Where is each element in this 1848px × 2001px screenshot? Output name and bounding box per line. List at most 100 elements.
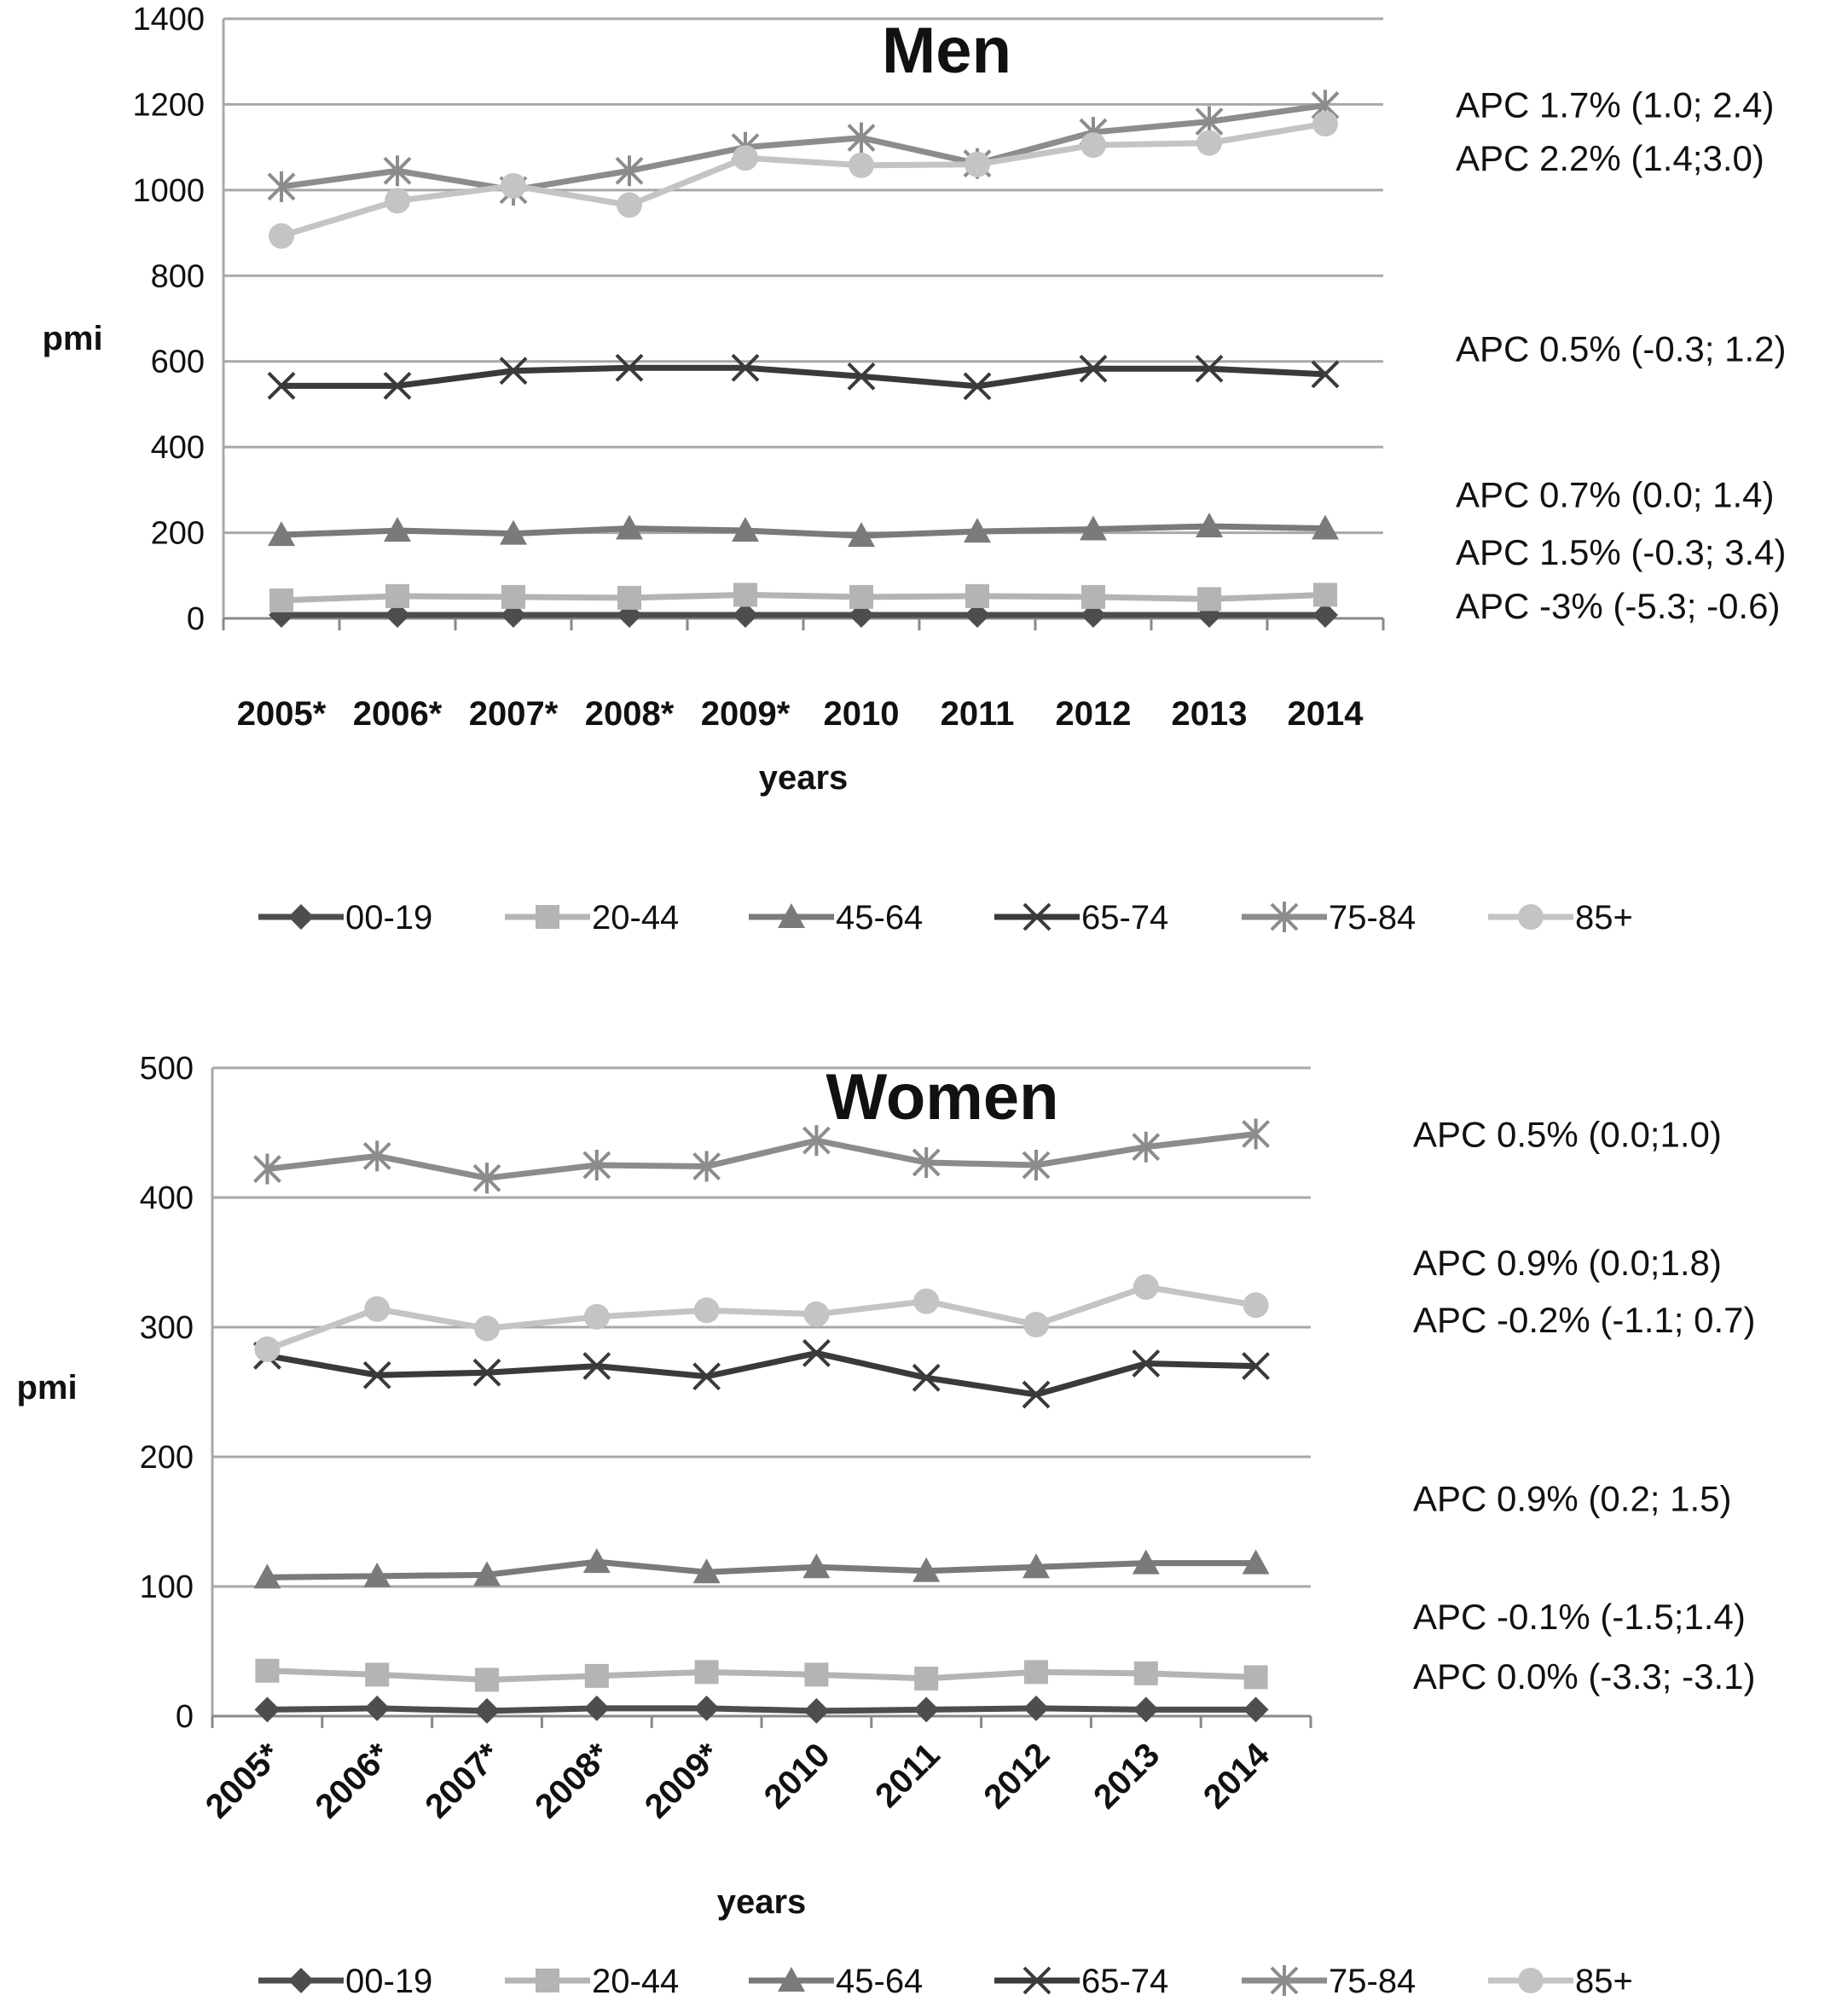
x-tick-label: 2005* (199, 1736, 288, 1825)
legend-marker (288, 904, 314, 930)
series-line (267, 1705, 1256, 1714)
data-point (912, 1363, 941, 1392)
data-point (847, 122, 876, 154)
data-point (912, 1557, 941, 1582)
series-line (281, 364, 1326, 390)
x-tick-label: 2010 (757, 1736, 837, 1816)
y-tick-label: 100 (140, 1569, 194, 1605)
series-75-84 (267, 90, 1340, 206)
series-line (266, 1284, 1257, 1353)
x-axis-label: years (759, 759, 849, 797)
data-point (802, 1125, 831, 1157)
legend-item: 45-64 (749, 1963, 923, 2000)
data-point (963, 372, 992, 401)
legend-label: 65-74 (1081, 1963, 1168, 2000)
data-point (584, 1663, 609, 1688)
data-point (1132, 1349, 1161, 1378)
series-00-19 (254, 1695, 1269, 1724)
data-point (364, 1695, 391, 1721)
data-point (849, 584, 873, 609)
data-point (254, 1336, 281, 1362)
data-point (1022, 1553, 1050, 1579)
legend-label: 20-44 (592, 1963, 679, 2000)
data-point (912, 1146, 941, 1178)
series-line (266, 1131, 1257, 1181)
apc-annotation: APC 0.7% (0.0; 1.4) (1456, 474, 1775, 514)
y-tick-labels: 0 100 200 300 400 500 (140, 1051, 194, 1735)
legend: 00-19 20-44 45-64 65-74 75-84 85+ (258, 899, 1633, 937)
data-point (253, 1563, 281, 1589)
apc-annotation: APC 0.5% (-0.3; 1.2) (1456, 329, 1787, 369)
data-point (1242, 1549, 1270, 1575)
apc-annotation: APC -3% (-5.3; -0.6) (1456, 586, 1780, 626)
apc-annotation: APC 0.9% (0.2; 1.5) (1413, 1479, 1732, 1519)
legend-label: 00-19 (345, 1963, 432, 2000)
y-tick-label: 1200 (132, 87, 205, 123)
x-tick-label: 2012 (976, 1736, 1057, 1816)
y-tick-label: 500 (140, 1051, 194, 1087)
data-point (383, 371, 412, 400)
series-line (281, 523, 1326, 539)
series-45-64 (268, 513, 1339, 548)
x-tick-label: 2010 (824, 695, 900, 733)
data-point (693, 1297, 720, 1324)
data-point (474, 1697, 500, 1724)
series-line (281, 102, 1326, 194)
data-point (849, 152, 874, 178)
data-point (914, 1666, 939, 1691)
y-tick-labels: 0 200 400 600 800 1000 1200 1400 (132, 2, 205, 637)
series-20-44 (269, 583, 1337, 612)
x-tick-label: 2005* (237, 695, 327, 733)
y-tick-label: 0 (176, 1699, 194, 1735)
legend-marker (1022, 1966, 1051, 1995)
data-point (616, 514, 643, 540)
data-point (802, 1338, 831, 1367)
data-point (499, 357, 528, 386)
data-point (615, 155, 644, 187)
apc-annotation: APC 0.0% (-3.3; -3.1) (1413, 1656, 1755, 1696)
data-point (385, 601, 410, 628)
data-point (362, 1140, 391, 1172)
data-point (731, 353, 760, 382)
apc-annotation: APC 0.5% (0.0;1.0) (1413, 1115, 1722, 1155)
series-65-74 (252, 1338, 1271, 1409)
x-tick-label: 2009* (701, 695, 791, 733)
data-point (692, 1151, 721, 1182)
data-point (583, 1303, 610, 1330)
y-tick-label: 200 (140, 1440, 194, 1476)
data-point (1133, 1661, 1158, 1685)
data-point (500, 519, 527, 545)
data-point (362, 1360, 391, 1389)
series-65-74 (267, 353, 1340, 401)
legend-label: 65-74 (1081, 899, 1168, 937)
data-point (692, 1558, 721, 1584)
legend-marker (1270, 1965, 1299, 1996)
data-point (1311, 360, 1340, 389)
series-line (267, 1668, 1256, 1683)
data-point (1243, 1292, 1269, 1319)
legend-item: 45-64 (749, 899, 923, 937)
data-point (847, 362, 876, 391)
data-point (473, 1561, 501, 1586)
legend-item: 00-19 (258, 899, 432, 937)
x-axis-label: years (717, 1883, 807, 1921)
legend-item: 85+ (1488, 899, 1633, 937)
y-axis-label: pmi (16, 1369, 77, 1406)
data-point (472, 1358, 501, 1387)
data-point (582, 1352, 611, 1381)
series-85+ (254, 1273, 1269, 1362)
series-75-84 (252, 1118, 1271, 1194)
chart-title: Men (882, 14, 1011, 87)
data-point (732, 517, 759, 542)
series-line (267, 1558, 1256, 1580)
x-tick-label: 2013 (1172, 695, 1248, 733)
x-tick-label: 2008* (528, 1736, 617, 1825)
legend-label: 85+ (1575, 1963, 1633, 2000)
legend: 00-19 20-44 45-64 65-74 75-84 85+ (258, 1963, 1633, 2000)
y-tick-label: 1400 (132, 2, 205, 38)
x-tick-label: 2014 (1196, 1736, 1277, 1817)
x-tick-label: 2013 (1086, 1736, 1167, 1816)
data-point (693, 1695, 720, 1721)
legend-marker (288, 1968, 314, 1993)
legend-marker (536, 905, 559, 929)
